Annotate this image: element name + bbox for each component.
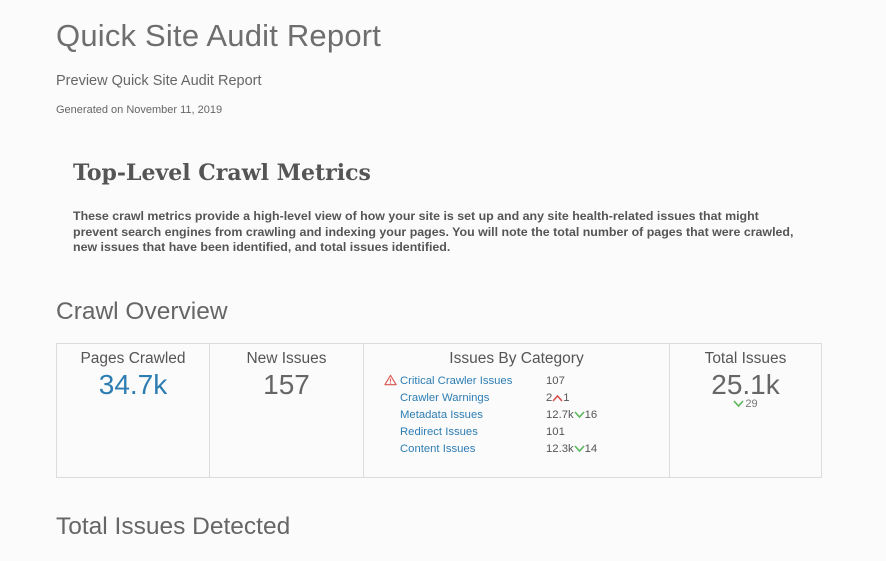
pages-crawled-value: 34.7k xyxy=(98,369,168,400)
total-issues-label: Total Issues xyxy=(704,350,787,367)
new-issues-value: 157 xyxy=(263,369,310,400)
crawler-warnings-link[interactable]: Crawler Warnings xyxy=(400,392,490,404)
category-row: Metadata Issues 12.7k 16 xyxy=(364,408,669,425)
pages-crawled-label: Pages Crawled xyxy=(80,350,186,367)
critical-crawler-issues-link[interactable]: Critical Crawler Issues xyxy=(400,375,513,387)
total-issues-value: 25.1k xyxy=(711,369,780,400)
report-title: Quick Site Audit Report xyxy=(56,18,382,53)
total-issues-card: Total Issues 25.1k 29 xyxy=(670,344,821,477)
chevron-up-icon xyxy=(552,394,563,402)
chevron-down-icon xyxy=(574,445,585,453)
category-count: 2 xyxy=(546,392,553,404)
category-value: 107 xyxy=(546,375,565,387)
content-issues-link[interactable]: Content Issues xyxy=(400,443,476,455)
report-subtitle: Preview Quick Site Audit Report xyxy=(56,73,262,89)
category-list: Critical Crawler Issues 107 Crawler Warn… xyxy=(364,374,669,459)
metrics-description: These crawl metrics provide a high-level… xyxy=(73,209,794,254)
category-value: 12.3k 14 xyxy=(546,443,597,455)
chevron-down-icon xyxy=(574,411,585,419)
total-issues-detected-title: Total Issues Detected xyxy=(56,513,291,540)
redirect-issues-link[interactable]: Redirect Issues xyxy=(400,426,478,438)
metadata-issues-link[interactable]: Metadata Issues xyxy=(400,409,483,421)
issues-by-category-label: Issues By Category xyxy=(449,350,584,367)
category-count: 12.7k xyxy=(546,409,574,421)
crawl-overview-panel: Pages Crawled 34.7k New Issues 157 Issue… xyxy=(56,343,822,478)
issues-by-category-card: Issues By Category Critical Crawler Issu… xyxy=(364,344,670,477)
pages-crawled-card: Pages Crawled 34.7k xyxy=(57,344,210,477)
category-delta: 1 xyxy=(563,392,570,404)
metrics-heading: Top-Level Crawl Metrics xyxy=(73,160,371,186)
crawl-overview-title: Crawl Overview xyxy=(56,298,228,325)
category-delta: 14 xyxy=(584,443,598,455)
new-issues-card: New Issues 157 xyxy=(210,344,364,477)
category-count: 12.3k xyxy=(546,443,574,455)
new-issues-label: New Issues xyxy=(246,350,327,367)
total-issues-delta-wrap: 29 xyxy=(670,398,821,410)
category-value: 12.7k 16 xyxy=(546,409,597,421)
category-delta: 16 xyxy=(584,409,598,421)
category-row: Critical Crawler Issues 107 xyxy=(364,374,669,391)
total-issues-delta: 29 xyxy=(745,398,758,410)
category-value: 101 xyxy=(546,426,565,438)
chevron-down-icon xyxy=(733,400,744,408)
generated-date: Generated on November 11, 2019 xyxy=(56,104,223,116)
category-count: 101 xyxy=(546,426,565,438)
category-row: Redirect Issues 101 xyxy=(364,425,669,442)
warning-icon xyxy=(384,374,397,386)
category-row: Content Issues 12.3k 14 xyxy=(364,442,669,459)
category-count: 107 xyxy=(546,375,565,387)
